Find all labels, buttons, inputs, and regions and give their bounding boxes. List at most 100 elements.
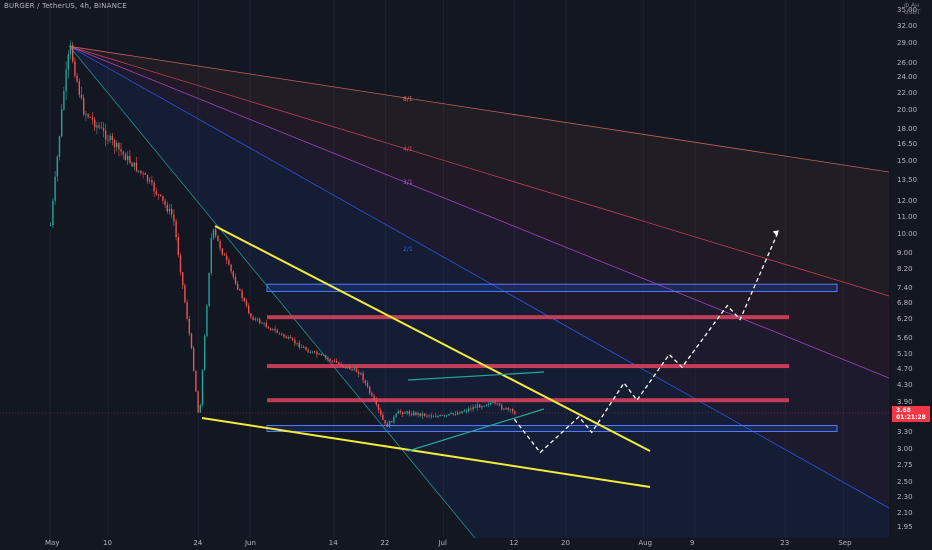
candle-body <box>89 117 91 118</box>
candle-body <box>443 415 446 417</box>
fan-ray <box>69 46 476 539</box>
chart-title: BURGER / TetherUS, 4h, BINANCE <box>4 2 127 10</box>
candle-body <box>234 277 237 284</box>
price-tick-label: 15.00 <box>897 157 918 166</box>
candle-body <box>127 156 129 161</box>
candle-body <box>454 413 457 415</box>
candle-body <box>494 402 496 404</box>
candle-body <box>340 363 342 366</box>
fan-ratio-label: 8/1 <box>403 96 413 103</box>
channel-bottom-line <box>407 408 545 452</box>
candle-body <box>142 173 144 174</box>
price-tick-label: 9.00 <box>897 248 913 257</box>
candle-body <box>413 412 415 416</box>
candle-body <box>311 351 314 353</box>
candle-body <box>461 411 463 414</box>
candle-body <box>322 354 325 356</box>
candle-body <box>333 360 336 362</box>
candle-body <box>195 370 197 392</box>
candle-body <box>384 419 386 424</box>
fan-ray <box>69 45 890 379</box>
time-axis[interactable]: May 10 24 Jun 14 22 Jul 12 20 Aug 9 23 Sep <box>0 538 932 550</box>
candle-body <box>83 98 85 115</box>
candle-body <box>463 410 465 412</box>
projected-arrowhead <box>772 230 779 237</box>
candle-body <box>50 225 52 226</box>
candle-body <box>100 127 102 129</box>
candle-body <box>256 318 259 320</box>
price-tick-label: 2.50 <box>897 478 913 487</box>
candle-body <box>173 214 175 222</box>
candle-body <box>182 272 184 286</box>
candle-body <box>512 409 514 412</box>
candle-body <box>85 114 87 115</box>
candle-body <box>155 191 157 195</box>
candle-body <box>135 162 138 172</box>
candle-body <box>331 360 333 362</box>
unit-line-1: ф Ан <box>904 2 920 9</box>
candle-body <box>217 235 219 242</box>
candle-body <box>366 383 369 387</box>
price-tick-label: 6.20 <box>897 315 913 324</box>
candle-body <box>146 174 149 182</box>
candle-body <box>239 289 241 291</box>
unit-line-2: USDT <box>904 9 921 16</box>
price-tick-label: 3.90 <box>897 398 913 407</box>
candle-body <box>129 156 131 163</box>
candle-body <box>481 405 483 408</box>
price-tick-label: 11.00 <box>897 212 918 221</box>
candle-body <box>78 81 80 95</box>
candle-body <box>360 373 362 375</box>
candle-body <box>166 204 168 212</box>
candle-body <box>329 358 331 361</box>
candle-body <box>52 200 54 226</box>
candle-body <box>94 119 96 128</box>
candle-body <box>116 142 118 148</box>
candle-body <box>430 415 432 417</box>
lower-trendline <box>201 417 651 488</box>
candle-body <box>157 194 160 196</box>
price-tick-label: 2.75 <box>897 461 913 470</box>
candle-body <box>371 393 373 396</box>
price-tick-label: 3.30 <box>897 428 913 437</box>
price-tick-label: 20.00 <box>897 105 918 114</box>
fan-ratio-label: 2/1 <box>403 246 413 253</box>
candle-body <box>124 154 127 161</box>
candle-body <box>292 338 294 340</box>
candle-body <box>270 328 272 331</box>
candle-body <box>289 336 292 339</box>
candle-body <box>417 412 419 415</box>
price-axis[interactable]: 35.00 32.00 29.00 26.00 24.00 22.00 20.00 18.00… <box>889 0 932 545</box>
candle-body <box>377 404 380 411</box>
candle-body <box>441 414 443 416</box>
candle-body <box>171 208 173 215</box>
candle-body <box>232 271 234 278</box>
price-tick-label: 4.30 <box>897 381 913 389</box>
candle-body <box>388 421 391 428</box>
candle-body <box>496 403 498 405</box>
price-tick-label: 1.95 <box>897 522 913 531</box>
candle-body <box>450 412 452 415</box>
candle-body <box>457 412 459 415</box>
candle-body <box>76 75 78 82</box>
price-tick-label: 24.00 <box>897 73 918 82</box>
candle-body <box>102 127 105 131</box>
candle-body <box>219 241 221 249</box>
candle-body <box>63 91 65 110</box>
candle-body <box>261 322 263 324</box>
time-tick-label: 12 <box>509 539 519 547</box>
candle-body <box>408 411 410 415</box>
fan-ray <box>69 45 890 173</box>
candle-body <box>228 260 230 265</box>
candle-body <box>272 328 274 331</box>
candle-body <box>118 142 120 150</box>
candle-body <box>278 332 281 334</box>
candle-body <box>153 182 155 192</box>
candle-body <box>309 352 311 354</box>
candle-body <box>241 290 243 299</box>
candle-body <box>402 412 404 415</box>
candle-body <box>267 326 270 329</box>
price-tick-label: 12.00 <box>897 197 918 206</box>
candle-body <box>98 125 100 128</box>
